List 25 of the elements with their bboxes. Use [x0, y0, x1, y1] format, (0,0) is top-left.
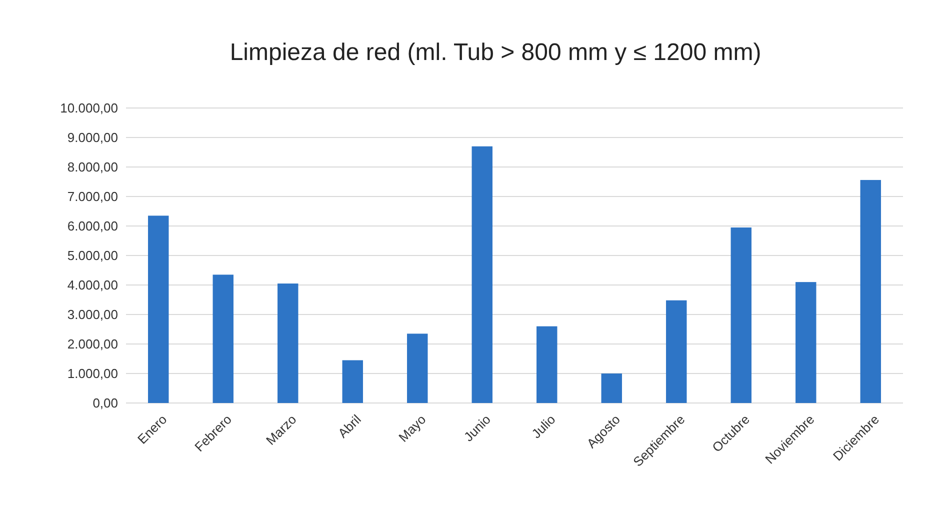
bar: [536, 326, 558, 403]
bar: [860, 180, 881, 403]
y-tick-label: 7.000,00: [67, 189, 118, 204]
y-tick-label: 3.000,00: [67, 307, 118, 322]
bar: [278, 284, 298, 403]
y-tick-label: 6.000,00: [67, 218, 118, 234]
bar: [342, 360, 363, 403]
y-tick-label: 1.000,00: [67, 366, 118, 382]
chart-title: Limpieza de red (ml. Tub > 800 mm y ≤ 1200 mm): [230, 39, 762, 66]
bar: [666, 300, 687, 403]
y-tick-label: 0,00: [92, 396, 118, 411]
y-tick-label: 4.000,00: [67, 278, 118, 293]
bar: [407, 334, 428, 403]
y-tick-label: 8.000,00: [67, 160, 118, 175]
bar: [212, 274, 234, 403]
bar: [601, 374, 622, 403]
bar: [730, 227, 752, 403]
bar: [472, 146, 492, 403]
bar: [796, 282, 816, 403]
x-tick-label: Julio: [528, 412, 558, 442]
y-tick-label: 2.000,00: [67, 336, 118, 352]
y-tick-label: 10.000,00: [60, 100, 118, 116]
bar: [148, 216, 169, 403]
y-tick-label: 5.000,00: [67, 248, 118, 264]
y-tick-label: 9.000,00: [67, 130, 118, 146]
